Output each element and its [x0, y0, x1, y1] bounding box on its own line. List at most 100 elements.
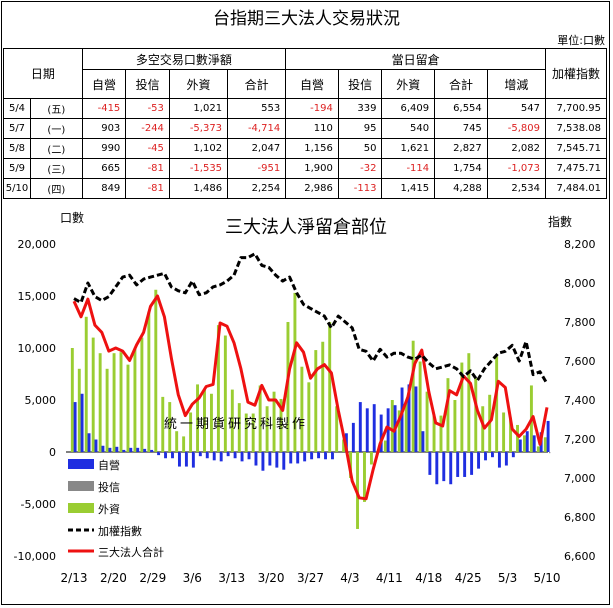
x-tick-label: 4/18 [415, 571, 442, 585]
dealer-bar [310, 452, 314, 460]
foreign-bar [126, 364, 130, 452]
trust-bar [535, 452, 537, 454]
foreign-bar [543, 437, 547, 452]
x-tick-label: 5/10 [534, 571, 561, 585]
foreign-bar [147, 311, 151, 452]
dealer-bar [87, 433, 91, 452]
trust-bar [76, 452, 78, 454]
trust-bar [131, 452, 133, 454]
dealer-bar [191, 452, 195, 468]
foreign-bar [70, 348, 74, 452]
trust-bar [89, 452, 92, 454]
trust-bar [437, 452, 440, 454]
y-tick-left: 0 [49, 446, 56, 459]
dealer-bar [491, 452, 494, 458]
dealer-bar [365, 408, 369, 452]
y-axis-right-label: 指數 [548, 214, 572, 229]
foreign-bar [335, 406, 339, 452]
dealer-bar [331, 452, 334, 460]
y-tick-right: 7,200 [564, 433, 596, 446]
dealer-bar [421, 431, 425, 452]
trust-bar [83, 452, 85, 454]
foreign-bar [509, 417, 513, 452]
foreign-bar [369, 452, 373, 465]
y-tick-right: 8,200 [564, 238, 596, 251]
trust-bar [368, 452, 370, 454]
trust-bar [110, 452, 113, 454]
dealer-bar [324, 452, 327, 460]
legend-swatch [68, 481, 94, 491]
index-header: 加權指數 [545, 48, 607, 99]
y-tick-left: 15,000 [18, 290, 57, 303]
foreign-bar [77, 368, 81, 452]
legend-label: 加權指數 [98, 524, 142, 538]
legend-label: 自營 [98, 459, 120, 472]
dealer-bar [358, 402, 362, 452]
trust-bar [319, 452, 321, 454]
dealer-bar [150, 449, 154, 452]
trust-bar [382, 452, 384, 454]
foreign-bar [258, 385, 262, 452]
dealer-bar [470, 452, 474, 475]
index-line [73, 252, 549, 385]
trust-bar [96, 452, 99, 454]
foreign-bar [453, 400, 457, 452]
trust-bar [152, 452, 154, 454]
y-tick-right: 7,800 [564, 316, 596, 329]
trust-bar [263, 452, 266, 454]
trust-bar [312, 452, 314, 454]
y-tick-left: -5,000 [21, 498, 56, 511]
row-weekday: (四) [30, 178, 83, 199]
foreign-bar [536, 446, 540, 452]
trust-bar [256, 452, 259, 454]
y-tick-right: 7,000 [564, 472, 596, 485]
dealer-bar [184, 452, 188, 467]
foreign-bar [411, 340, 415, 452]
y-tick-left: 5,000 [25, 394, 57, 407]
legend-label: 三大法人合計 [98, 545, 164, 559]
trust-bar [215, 452, 217, 454]
dealer-bar [372, 404, 376, 452]
dealer-bar [108, 447, 112, 452]
trust-bar [521, 452, 523, 454]
trust-bar [305, 452, 307, 454]
foreign-bar [251, 413, 255, 452]
foreign-bar [307, 382, 311, 452]
trust-bar [361, 452, 363, 454]
trust-bar [138, 452, 140, 454]
table-header-row-1: 日期 多空交易口數淨額 當日留倉 加權指數 [3, 48, 607, 99]
dealer-bar [428, 452, 432, 475]
dealer-bar [532, 435, 536, 452]
table-cell: 849 [81, 178, 127, 199]
foreign-bar [439, 415, 443, 452]
y-tick-right: 8,000 [564, 277, 596, 290]
sub-header: 投信 [125, 69, 170, 99]
chart-title: 三大法人淨留倉部位 [225, 217, 387, 238]
foreign-bar [196, 384, 199, 452]
foreign-bar [390, 400, 394, 452]
x-tick-label: 5/3 [498, 571, 517, 585]
foreign-bar [404, 402, 408, 452]
foreign-bar [293, 292, 297, 452]
dealer-bar [226, 452, 230, 457]
sub-header: 自營 [81, 69, 127, 99]
foreign-bar [223, 335, 227, 452]
dealer-bar [518, 439, 522, 452]
foreign-bar [230, 389, 234, 452]
dealer-bar [296, 452, 300, 464]
foreign-bar [272, 391, 276, 452]
dealer-bar [317, 452, 321, 459]
dealer-bar [442, 452, 446, 482]
legend-label: 投信 [98, 480, 120, 494]
dealer-bar [414, 386, 418, 452]
dealer-bar [275, 452, 279, 468]
foreign-bar [119, 352, 123, 452]
foreign-bar [112, 353, 116, 452]
trust-bar [451, 452, 453, 454]
foreign-bar [203, 389, 206, 452]
foreign-bar [105, 368, 109, 452]
dealer-bar [73, 402, 77, 452]
dealer-bar [177, 452, 181, 467]
